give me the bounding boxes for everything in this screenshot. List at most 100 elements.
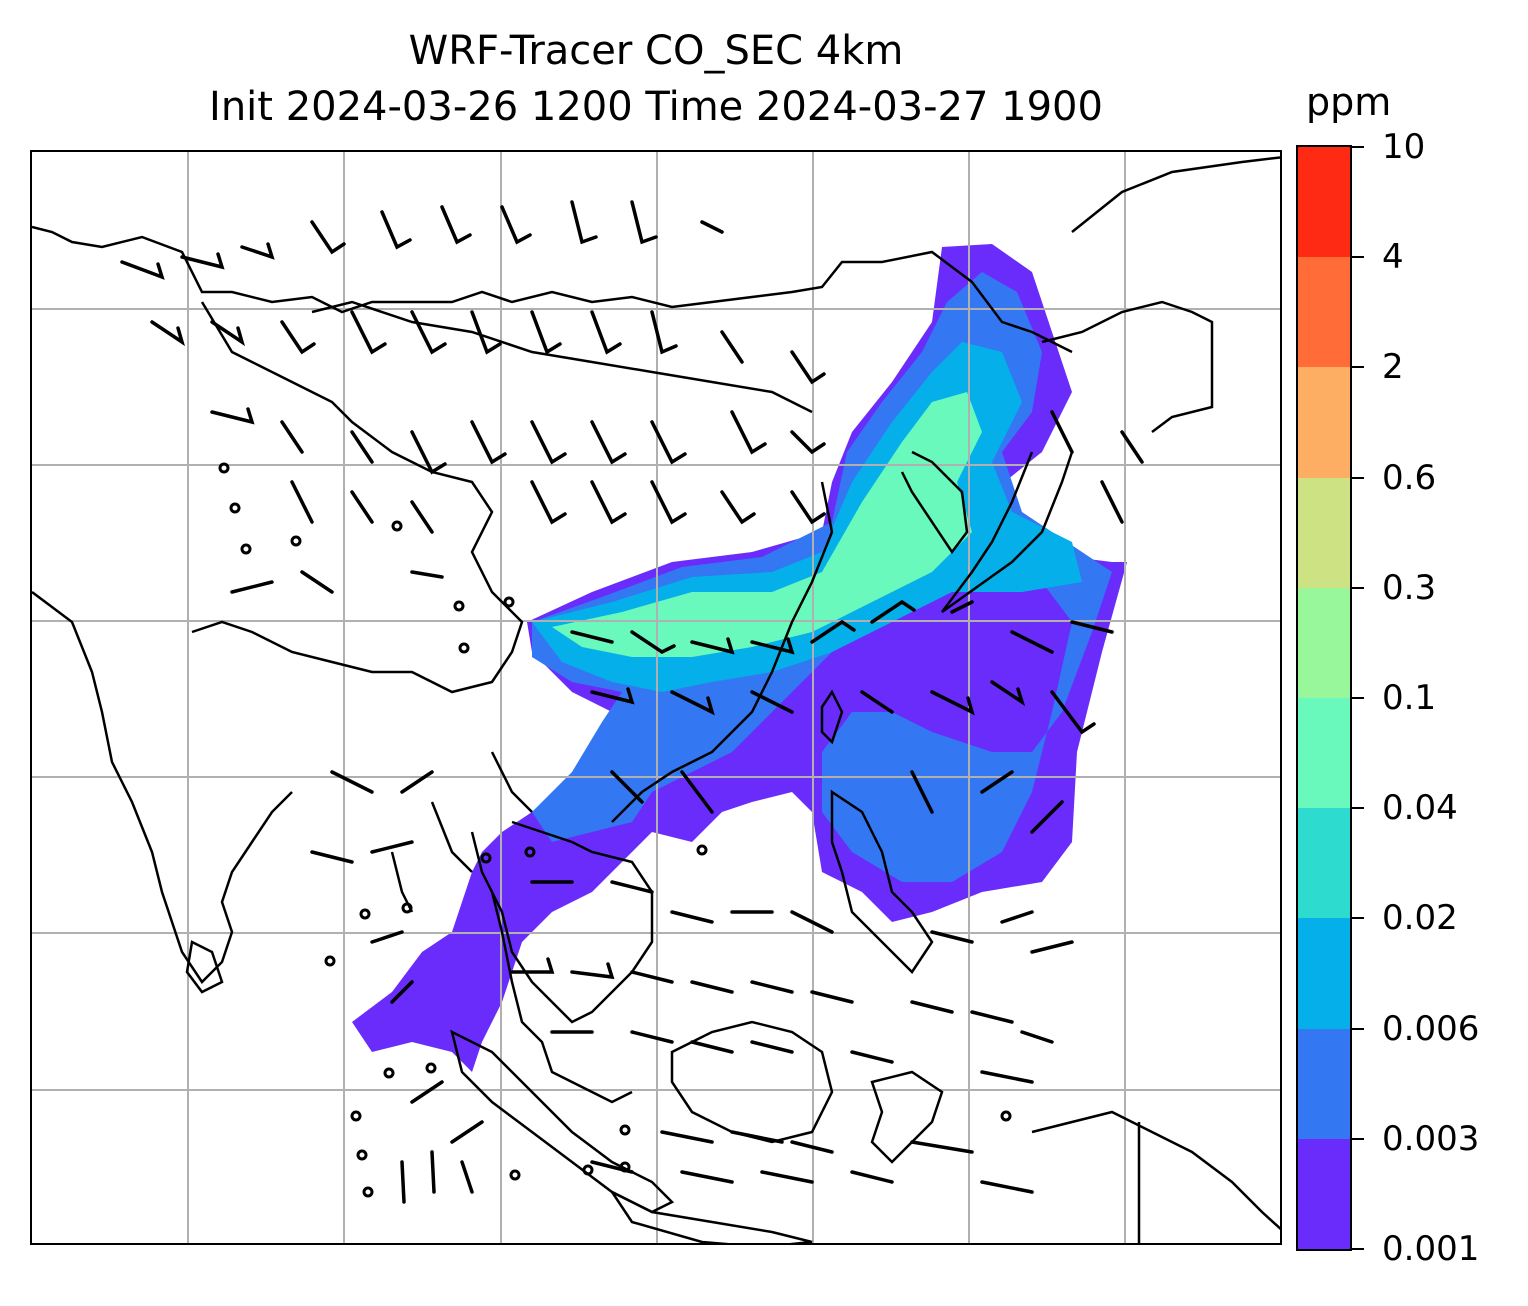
wind-barb xyxy=(1070,620,1114,634)
colorbar-tick-label: 0.02 xyxy=(1382,898,1458,939)
calm-marker xyxy=(218,462,230,474)
coast-china-east xyxy=(611,481,834,823)
wind-barb xyxy=(280,320,316,355)
wind-barb xyxy=(400,1160,406,1204)
wind-barb xyxy=(430,1150,436,1194)
calm-marker xyxy=(383,1067,395,1079)
wind-barb xyxy=(790,430,826,455)
wind-barb xyxy=(210,407,255,425)
wind-barb xyxy=(300,570,334,594)
wind-barb xyxy=(980,770,1014,794)
coast-borneo xyxy=(670,1020,834,1144)
wind-barb xyxy=(750,690,794,714)
wind-barb xyxy=(400,770,434,794)
wind-barb xyxy=(670,910,714,924)
wind-barb xyxy=(380,210,412,250)
wind-barb xyxy=(630,630,676,655)
calm-marker xyxy=(401,902,413,914)
wind-barb xyxy=(680,1170,734,1184)
wind-barb xyxy=(630,200,658,245)
calm-marker xyxy=(290,535,302,547)
colorbar-tick-label: 0.1 xyxy=(1382,678,1437,718)
wind-barb xyxy=(470,310,502,355)
colorbar-tick-label: 4 xyxy=(1382,237,1404,278)
wind-barb xyxy=(910,770,934,814)
wind-barb xyxy=(610,770,644,804)
wind-barb xyxy=(990,680,1026,707)
wind-barb xyxy=(1030,940,1074,954)
wind-barb xyxy=(810,990,854,1004)
wind-barb xyxy=(530,310,562,355)
wind-barb xyxy=(240,242,275,260)
wind-barb xyxy=(370,840,414,854)
colorbar-tick-label: 10 xyxy=(1382,127,1426,167)
calm-marker xyxy=(619,1161,631,1173)
colorbar-tick xyxy=(1352,586,1364,589)
coast-japan xyxy=(941,451,1074,614)
wind-barb xyxy=(280,420,304,454)
colorbar-tick-label: 0.6 xyxy=(1382,457,1437,498)
map-canvas xyxy=(32,152,1280,1243)
wind-barb xyxy=(230,580,274,594)
wind-barb xyxy=(870,599,916,624)
title-line-1: WRF-Tracer CO_SEC 4km xyxy=(408,28,904,74)
wind-barb xyxy=(760,1170,814,1184)
coast-kamchatka xyxy=(1071,156,1280,233)
calm-marker xyxy=(619,1124,631,1136)
wind-barb xyxy=(350,310,387,355)
wind-barb xyxy=(860,690,894,714)
colorbar-segment-5 xyxy=(1298,587,1350,698)
colorbar-unit: ppm xyxy=(1306,80,1392,124)
wind-barb xyxy=(370,930,404,944)
wind-barb xyxy=(150,320,185,347)
coast-java xyxy=(608,1188,813,1243)
colorbar-tick xyxy=(1352,697,1364,699)
wind-barb xyxy=(980,1070,1034,1084)
wind-barb xyxy=(390,980,414,1004)
calm-marker xyxy=(480,852,492,864)
colorbar-tick xyxy=(1352,146,1364,148)
wind-barb xyxy=(850,1050,894,1064)
coast-sumatra xyxy=(450,1029,675,1214)
calm-marker xyxy=(509,1169,521,1181)
wind-barb xyxy=(790,910,834,934)
wind-barb xyxy=(690,1040,734,1054)
wind-barb xyxy=(120,260,165,280)
coast-india xyxy=(32,591,293,984)
colorbar-segment-4 xyxy=(1298,697,1350,809)
coast-korea xyxy=(900,450,969,555)
wind-barb xyxy=(210,320,245,347)
wind-barb xyxy=(650,420,687,465)
colorbar-tick xyxy=(1352,917,1364,920)
calm-wind-markers xyxy=(218,462,1012,1198)
colorbar-tick xyxy=(1352,1248,1364,1250)
calm-marker xyxy=(696,844,708,856)
colorbar-segment-3 xyxy=(1298,808,1350,919)
colorbar-tick xyxy=(1352,807,1364,810)
wind-barb xyxy=(1100,480,1124,524)
wind-barb xyxy=(1010,630,1054,654)
title-line-2: Init 2024-03-26 1200 Time 2024-03-27 190… xyxy=(209,84,1103,130)
calm-marker xyxy=(362,1186,374,1198)
wind-barb xyxy=(980,1180,1034,1194)
wind-barb xyxy=(350,490,374,524)
wind-barb xyxy=(590,420,627,465)
coast-srilanka xyxy=(185,940,224,994)
calm-marker xyxy=(503,596,515,608)
wind-barb xyxy=(720,330,744,364)
colorbar-tick-label: 2 xyxy=(1382,347,1404,388)
calm-marker xyxy=(240,543,252,555)
wind-barb xyxy=(410,310,447,355)
calm-marker xyxy=(425,1062,437,1074)
coast-russia-east xyxy=(1041,300,1214,433)
coast-north-asia xyxy=(32,225,1073,354)
gridlines xyxy=(32,152,1280,1243)
colorbar xyxy=(1296,145,1352,1251)
colorbar-tick-label: 0.04 xyxy=(1382,788,1458,829)
coast-newguinea xyxy=(1031,1110,1280,1231)
wind-barb xyxy=(690,637,735,655)
wind-barb xyxy=(1020,1030,1054,1044)
plume-core xyxy=(552,392,982,657)
borders-mongolia xyxy=(311,300,813,414)
wind-barb xyxy=(910,1140,974,1154)
